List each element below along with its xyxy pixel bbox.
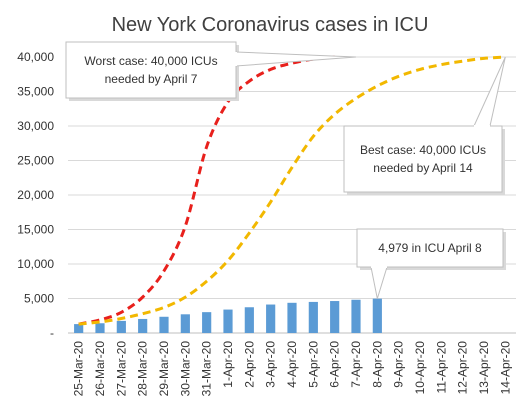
y-tick-label: 25,000 [17, 154, 54, 168]
x-tick-label: 9-Apr-20 [392, 341, 406, 388]
callout-text: 4,979 in ICU April 8 [378, 241, 482, 255]
y-tick-label: 20,000 [17, 188, 54, 202]
callout-text: needed by April 14 [373, 161, 473, 175]
bar [287, 302, 297, 333]
y-tick-label: 15,000 [17, 223, 54, 237]
bar [266, 304, 276, 333]
bar [351, 299, 361, 333]
projection-line [78, 55, 335, 326]
x-tick-label: 4-Apr-20 [285, 341, 299, 388]
x-tick-label: 6-Apr-20 [328, 341, 342, 388]
y-axis-ticks: - 5,000 10,000 15,000 20,000 25,000 30,000 35,0… [17, 50, 54, 340]
x-tick-label: 31-Mar-20 [200, 341, 214, 397]
x-tick-label: 13-Apr-20 [477, 341, 491, 395]
callout-box [65, 41, 237, 99]
y-tick-label: - [50, 326, 54, 340]
bar [202, 312, 212, 333]
callout-text: needed by April 7 [105, 72, 198, 86]
bar [180, 314, 190, 333]
icu-bars [74, 298, 382, 333]
x-tick-label: 30-Mar-20 [178, 341, 192, 397]
x-tick-label: 8-Apr-20 [370, 341, 384, 388]
chart-title: New York Coronavirus cases in ICU [112, 14, 429, 36]
bar [372, 298, 382, 333]
x-tick-label: 2-Apr-20 [242, 341, 256, 388]
y-tick-label: 40,000 [17, 50, 54, 64]
x-axis-ticks: 25-Mar-20 26-Mar-20 27-Mar-20 28-Mar-20 29-M… [72, 341, 513, 397]
bar [308, 301, 318, 333]
y-tick-label: 30,000 [17, 119, 54, 133]
bar [159, 316, 169, 333]
x-tick-label: 26-Mar-20 [93, 341, 107, 397]
x-tick-label: 10-Apr-20 [413, 341, 427, 395]
bar [116, 320, 126, 333]
callout-pointer [235, 51, 357, 67]
callout-pointer [370, 266, 388, 299]
y-tick-label: 35,000 [17, 85, 54, 99]
callouts: Worst case: 40,000 ICUs needed by April 7… [65, 41, 506, 299]
callout: 4,979 in ICU April 8 [356, 228, 506, 299]
y-tick-label: 5,000 [24, 292, 54, 306]
callout-text: Worst case: 40,000 ICUs [84, 54, 217, 68]
x-tick-label: 27-Mar-20 [114, 341, 128, 397]
callout-box [356, 228, 504, 268]
callout: Worst case: 40,000 ICUs needed by April 7 [65, 41, 357, 101]
x-tick-label: 29-Mar-20 [157, 341, 171, 397]
projection-lines [78, 55, 506, 326]
x-tick-label: 11-Apr-20 [434, 341, 448, 394]
bar [95, 323, 105, 333]
y-tick-label: 10,000 [17, 257, 54, 271]
bar [244, 307, 254, 333]
x-tick-label: 25-Mar-20 [72, 341, 86, 397]
x-tick-label: 3-Apr-20 [264, 341, 278, 388]
callout: Best case: 40,000 ICUs needed by April 14 [343, 56, 506, 195]
x-tick-label: 14-Apr-20 [498, 341, 512, 395]
x-tick-label: 1-Apr-20 [221, 341, 235, 388]
bar [74, 324, 84, 333]
bar [330, 301, 340, 333]
projection-line [78, 55, 506, 326]
callout-box [343, 125, 503, 193]
x-tick-label: 7-Apr-20 [349, 341, 363, 388]
bar [138, 318, 148, 333]
callout-text: Best case: 40,000 ICUs [360, 143, 486, 157]
x-tick-label: 5-Apr-20 [306, 341, 320, 388]
x-tick-label: 28-Mar-20 [136, 341, 150, 397]
x-tick-label: 12-Apr-20 [456, 341, 470, 395]
bar [223, 309, 233, 333]
